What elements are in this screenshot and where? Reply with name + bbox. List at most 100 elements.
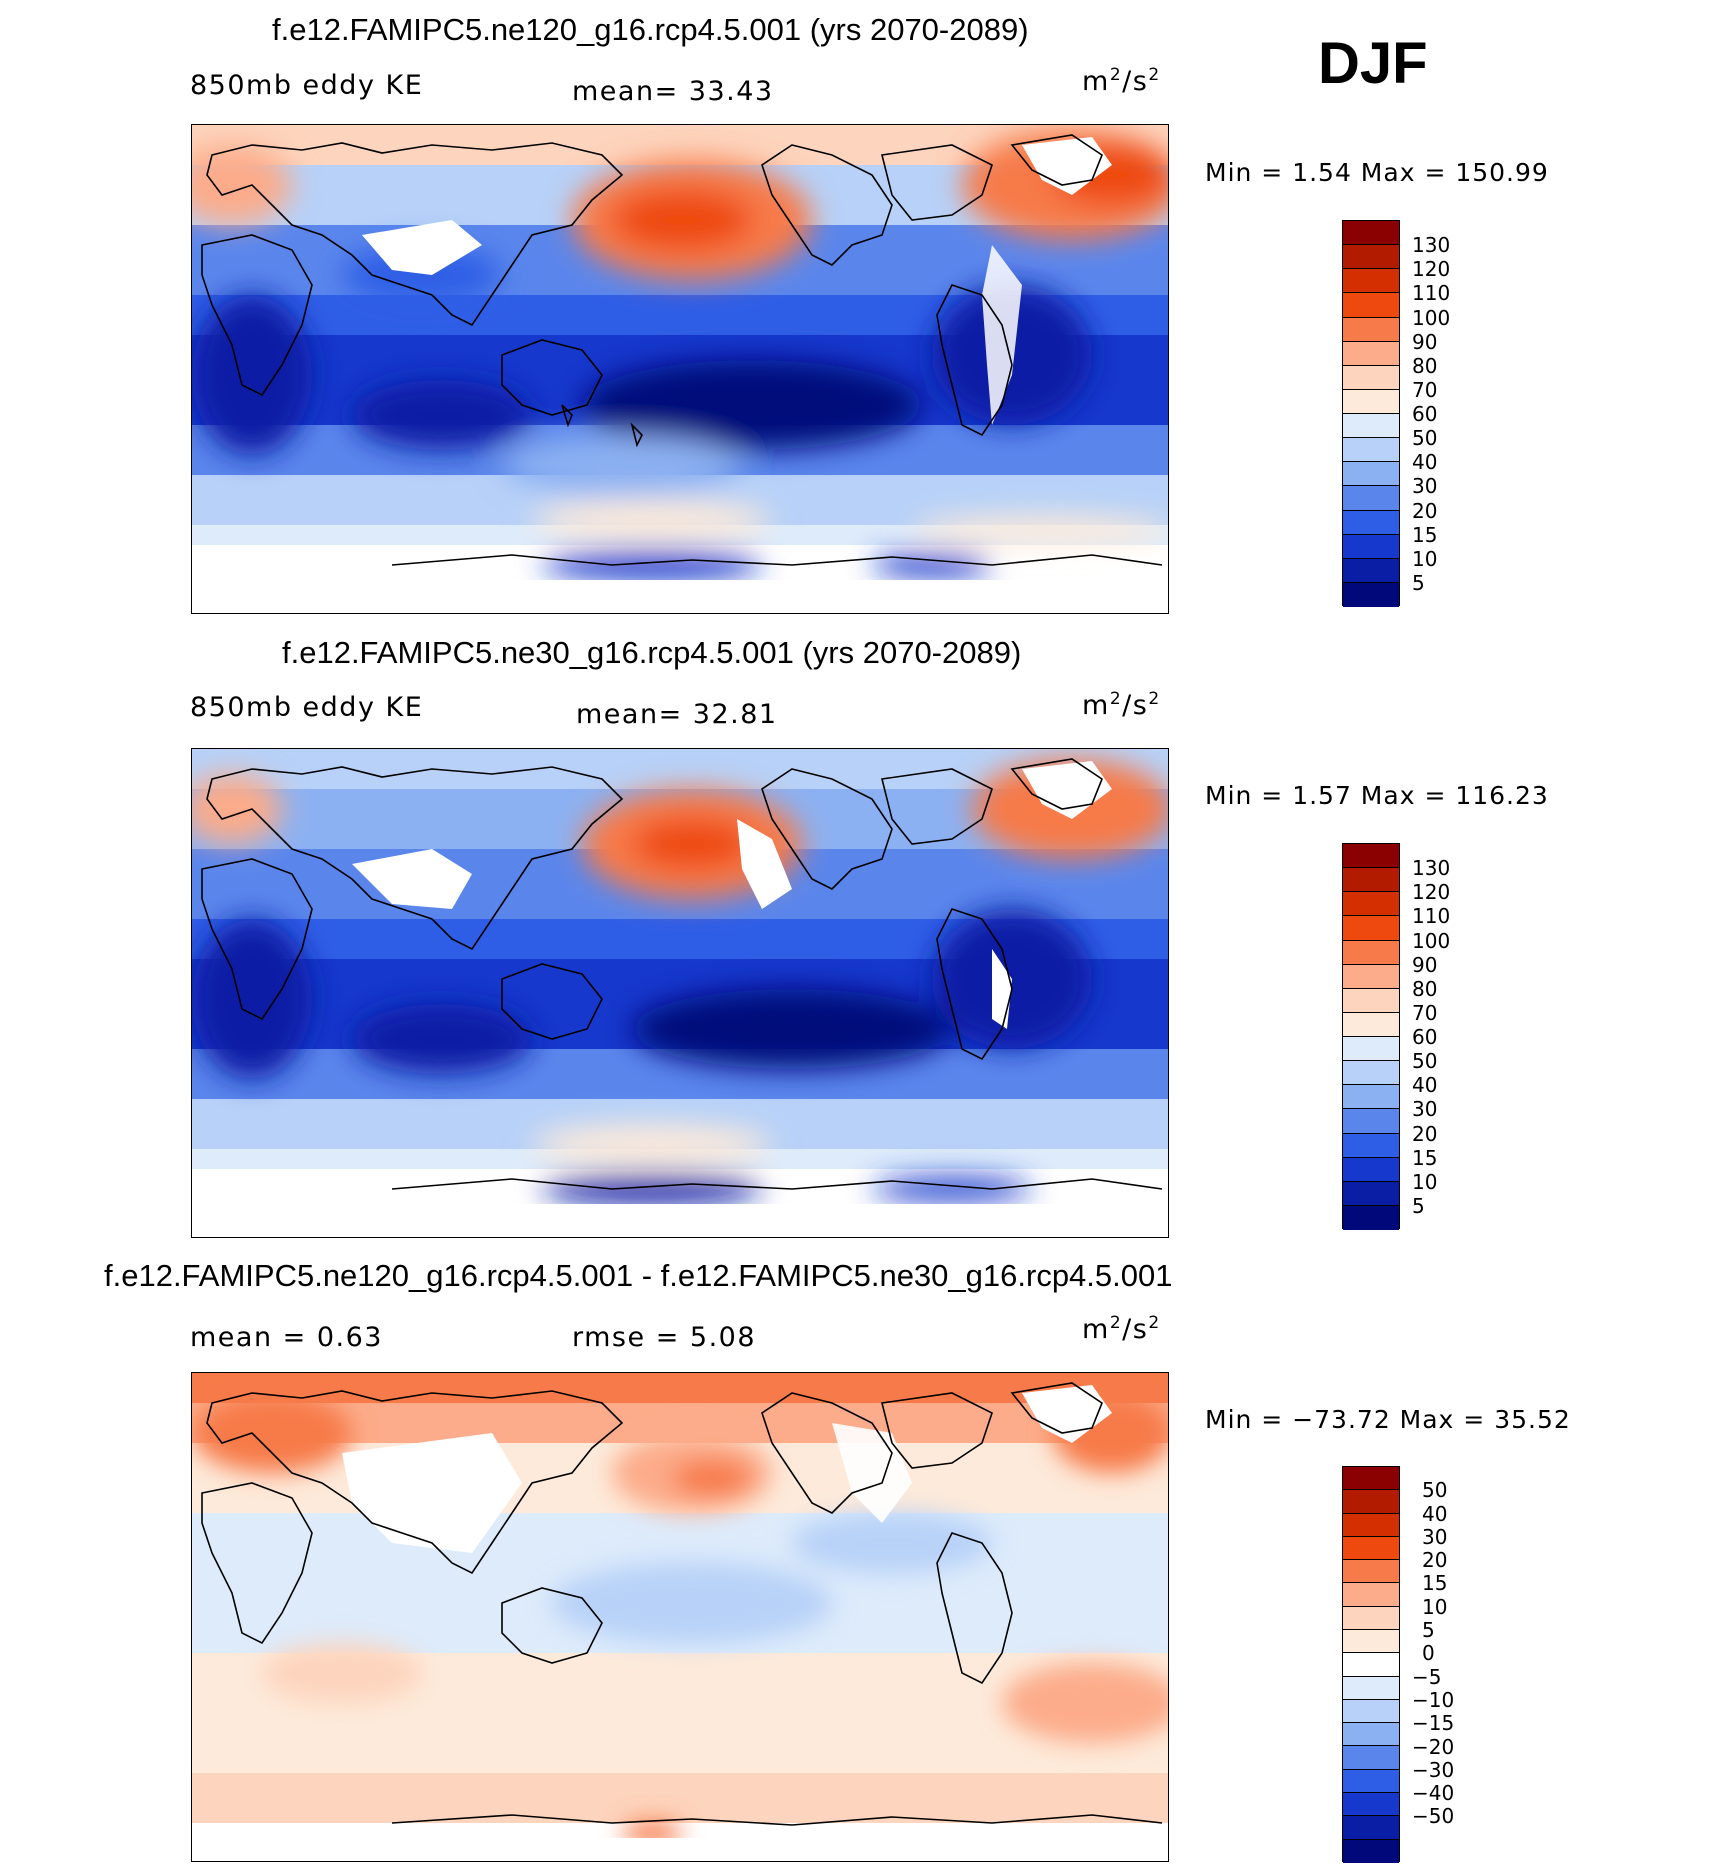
colorbar-tick-label: 90 [1412,329,1438,354]
colorbar-tick-label: 110 [1412,281,1451,306]
colorbar-box [1343,1769,1399,1793]
colorbar-box [1343,868,1399,893]
colorbar-tick-label: 90 [1412,952,1438,977]
mean-label: mean = 0.63 [190,1322,383,1353]
colorbar-box [1343,534,1399,559]
colorbar-box [1343,582,1399,607]
colorbar-tick-label: 40 [1422,1501,1448,1526]
colorbar-tick-label: 15 [1412,522,1438,547]
world-map-icon [191,1372,1169,1862]
units-label: m2/s2 [1082,1313,1161,1345]
min-max-label: Min = 1.57 Max = 116.23 [1205,781,1549,810]
colorbar-tick-label: 30 [1412,1097,1438,1122]
colorbar-box [1343,414,1399,439]
colorbar-box [1343,245,1399,270]
colorbar-box [1343,1181,1399,1206]
colorbar-tick-label: 50 [1412,1049,1438,1074]
colorbar-tick-label: 5 [1412,570,1425,595]
colorbar-box [1343,1085,1399,1110]
world-map-icon [191,124,1169,614]
colorbar-tick-label: 10 [1412,1169,1438,1194]
variable-label: 850mb eddy KE [190,692,424,723]
colorbar-box [1343,1467,1399,1491]
units-label: m2/s2 [1082,65,1161,97]
colorbar-tick-label: −15 [1412,1711,1455,1736]
colorbar-tick-label: 130 [1412,233,1451,258]
colorbar-tick-label: −5 [1412,1664,1442,1689]
panel-title: f.e12.FAMIPC5.ne120_g16.rcp4.5.001 (yrs … [272,12,1029,47]
colorbar-box [1343,1629,1399,1654]
field-ke-diff [192,1373,1168,1861]
min-max-label: Min = −73.72 Max = 35.52 [1205,1405,1571,1434]
colorbar-box [1343,1653,1399,1677]
colorbar-tick-label: 60 [1412,1025,1438,1049]
coastlines [201,1382,1163,1826]
colorbar-box [1343,365,1399,390]
colorbar-tick-label: 40 [1412,1073,1438,1098]
colorbar-box [1343,964,1399,989]
colorbar-box [1343,341,1399,366]
colorbar-box [1343,269,1399,294]
colorbar-box [1343,1792,1399,1817]
colorbar-tick-label: −30 [1412,1757,1455,1782]
colorbar-tick-label: 20 [1412,1121,1438,1146]
colorbar-box [1343,221,1399,246]
colorbar-box [1343,1839,1399,1863]
colorbar-box [1343,486,1399,511]
colorbar-box [1343,844,1399,869]
units-label: m2/s2 [1082,689,1161,721]
colorbar-tick-label: 0 [1422,1641,1435,1666]
colorbar-box [1343,940,1399,965]
colorbar-tick-label: 80 [1412,353,1438,378]
colorbar-tick-label: 80 [1412,976,1438,1001]
colorbar-box [1343,1513,1399,1537]
colorbar-tick-label: −10 [1412,1687,1455,1712]
colorbar-tick-label: 15 [1412,1145,1438,1170]
colorbar [1342,843,1400,1230]
colorbar-box [1343,438,1399,463]
colorbar-tick-label: 70 [1412,1000,1438,1025]
colorbar-tick-label: 50 [1412,426,1438,451]
colorbar-box [1343,1536,1399,1561]
colorbar-tick-label: 100 [1412,305,1451,330]
colorbar-box [1343,1606,1399,1630]
rmse-label: rmse = 5.08 [572,1322,757,1353]
colorbar-box [1343,1061,1399,1086]
panel-title: f.e12.FAMIPC5.ne30_g16.rcp4.5.001 (yrs 2… [282,635,1022,670]
coastlines [201,134,1163,566]
coastlines [201,758,1163,1190]
colorbar-tick-label: 70 [1412,377,1438,402]
colorbar-box [1343,317,1399,342]
colorbar [1342,220,1400,607]
colorbar-box [1343,389,1399,414]
colorbar-box [1343,1560,1399,1584]
colorbar-tick-label: 120 [1412,880,1451,905]
colorbar-box [1343,462,1399,487]
colorbar-tick-label: 40 [1412,450,1438,475]
mean-label: mean= 32.81 [576,699,778,730]
field-ke-lo [192,749,1168,1237]
colorbar-box [1343,1676,1399,1700]
colorbar-tick-label: 10 [1412,546,1438,571]
colorbar-tick-label: 20 [1422,1548,1448,1573]
colorbar-tick-label: 30 [1412,474,1438,499]
colorbar-tick-label: −50 [1412,1804,1455,1829]
field-ke-hi [192,125,1168,613]
colorbar-box [1343,988,1399,1013]
colorbar-box [1343,1037,1399,1062]
colorbar-box [1343,1109,1399,1134]
colorbar-box [1343,1157,1399,1182]
colorbar-box [1343,293,1399,318]
colorbar-tick-label: 100 [1412,928,1451,953]
colorbar-tick-label: −20 [1412,1734,1455,1759]
colorbar-box [1343,1133,1399,1158]
colorbar-tick-label: 20 [1412,498,1438,523]
colorbar-box [1343,1746,1399,1770]
colorbar-box [1343,1816,1399,1840]
colorbar-box [1343,1205,1399,1230]
colorbar-box [1343,892,1399,917]
colorbar-tick-label: 110 [1412,904,1451,929]
colorbar-box [1343,1723,1399,1747]
colorbar-box [1343,916,1399,941]
world-map-icon [191,748,1169,1238]
